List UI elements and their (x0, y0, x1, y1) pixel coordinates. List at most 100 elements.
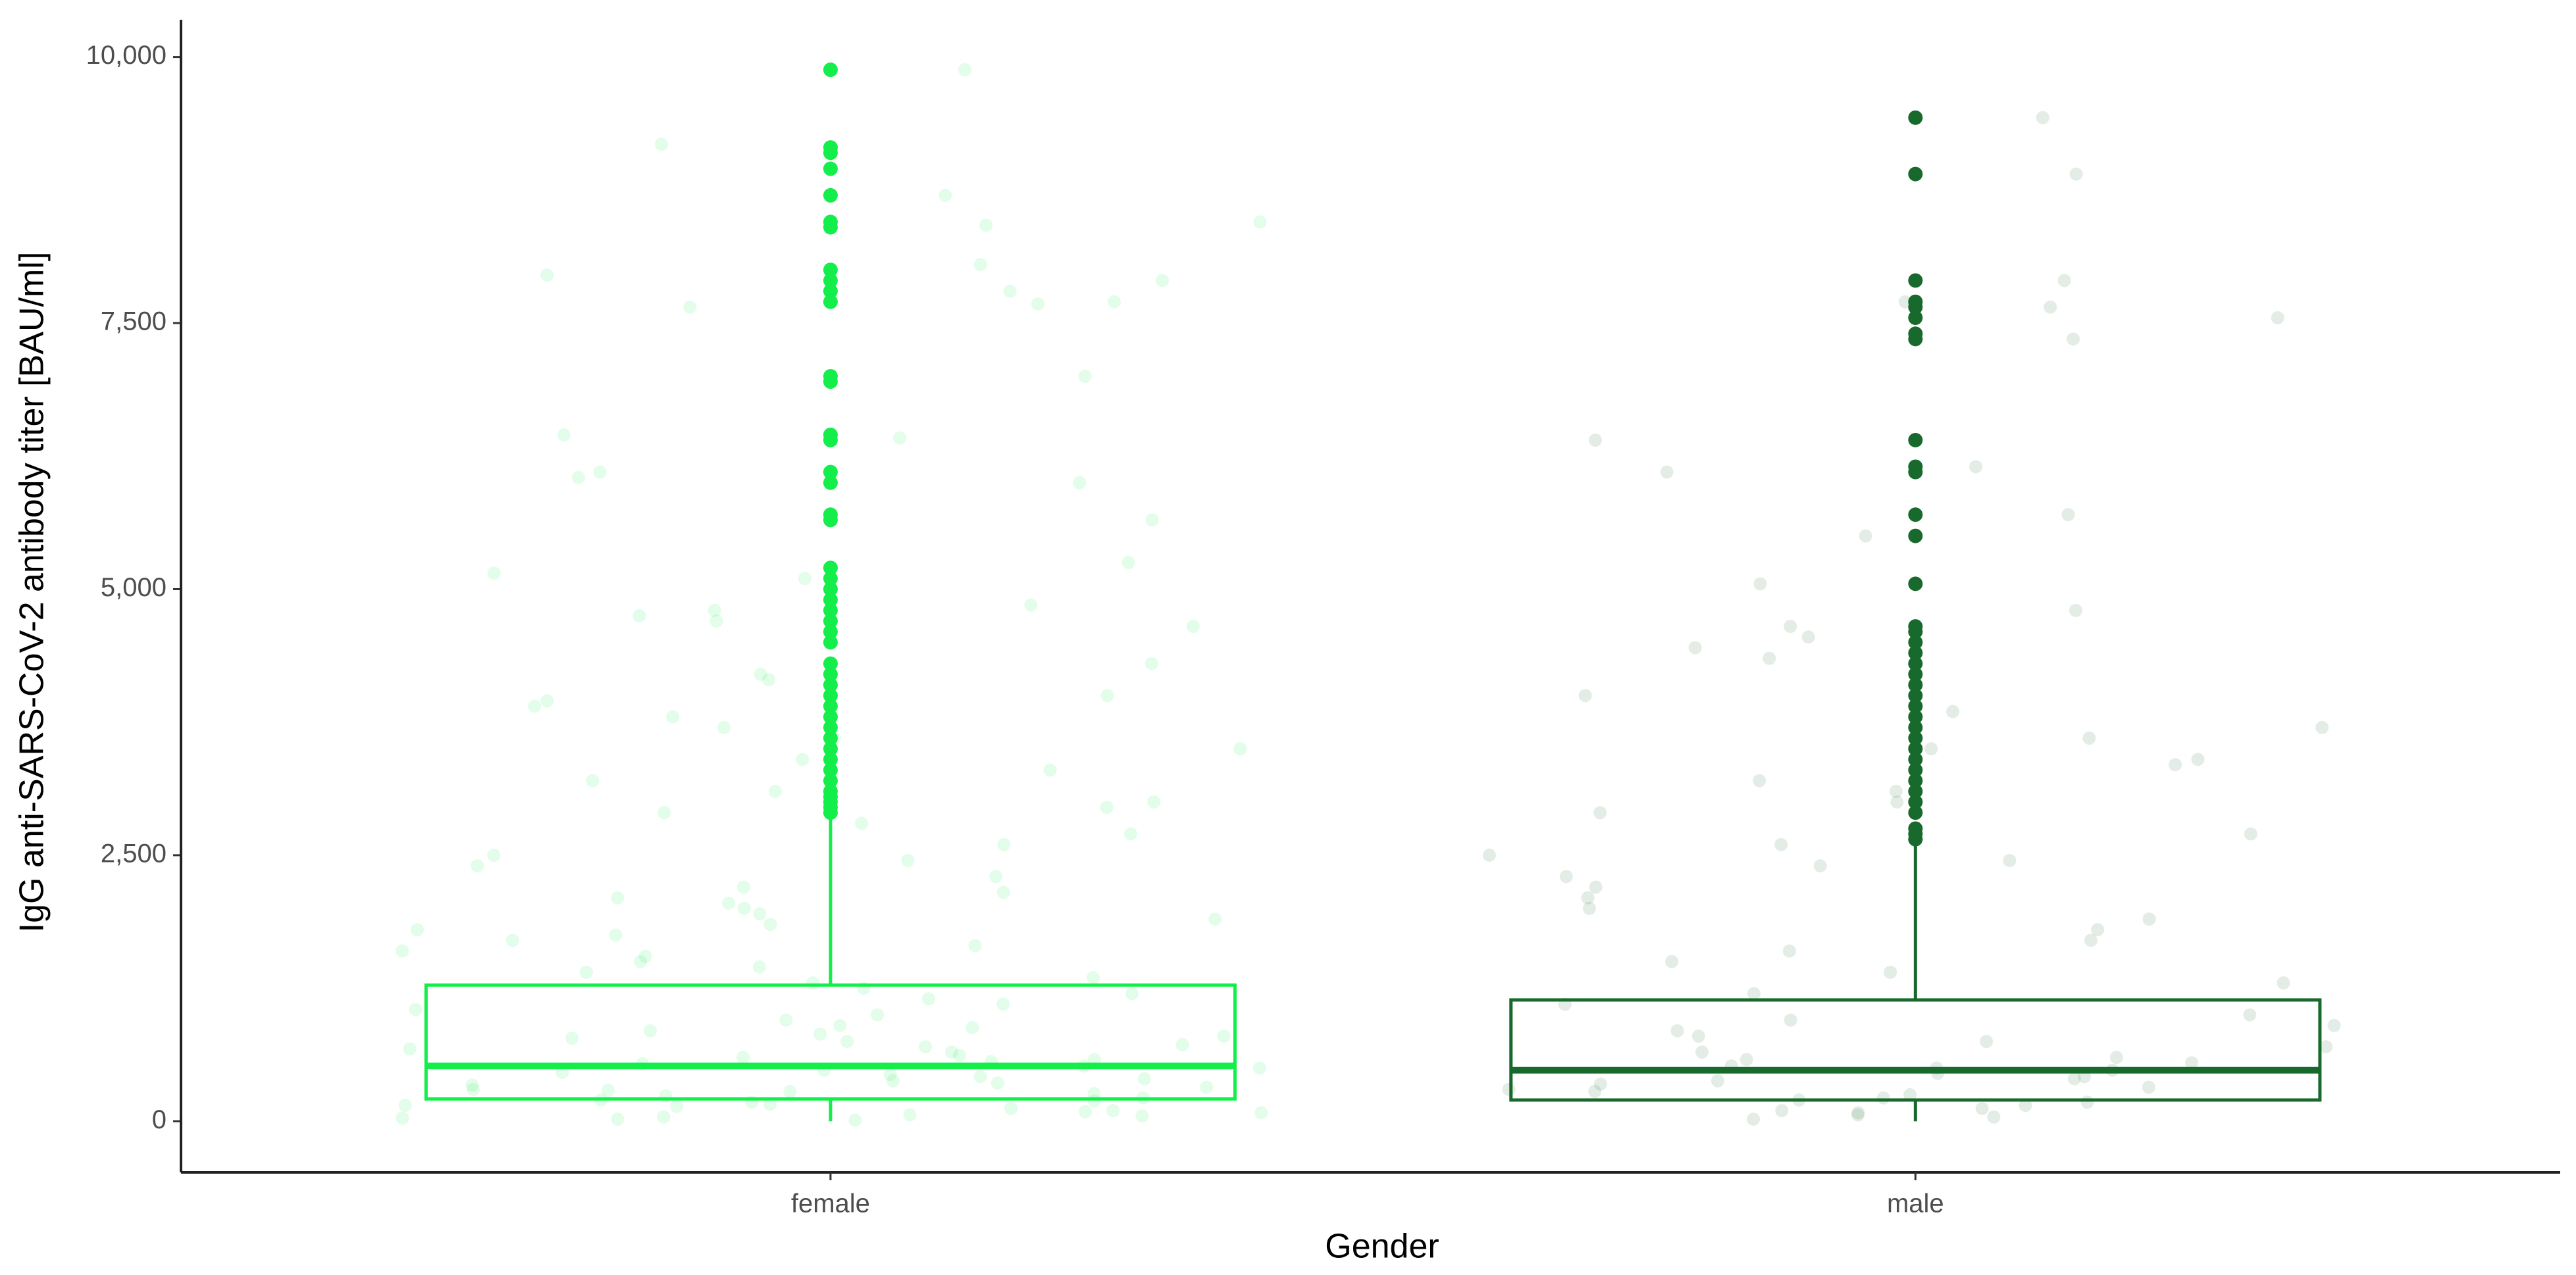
outlier (823, 678, 838, 693)
jitter-point (2277, 976, 2290, 990)
jitter-point (2142, 1080, 2155, 1094)
outlier (823, 624, 838, 639)
jitter-point (966, 1020, 979, 1034)
jitter-point (901, 854, 915, 868)
jitter-point (611, 1112, 625, 1126)
jitter-point (1688, 641, 1702, 655)
jitter-point (1100, 689, 1114, 703)
jitter-point (806, 976, 819, 990)
jitter-point (1024, 598, 1038, 612)
jitter-point (779, 1013, 793, 1027)
jitter-point (2169, 758, 2182, 772)
jitter-point (1589, 880, 1603, 894)
jitter-point (2243, 1008, 2257, 1022)
jitter-point (571, 470, 585, 484)
outlier (823, 762, 838, 778)
jitter-point (892, 431, 906, 445)
jitter-point (1980, 1035, 1994, 1049)
y-tick-label: 0 (152, 1105, 167, 1134)
jitter-point (1774, 838, 1788, 851)
jitter-point (1043, 763, 1057, 777)
outlier (823, 475, 838, 490)
jitter-point (1079, 1105, 1093, 1118)
x-tick-label: female (791, 1189, 870, 1218)
jitter-point (1106, 1104, 1120, 1118)
outlier (823, 571, 838, 586)
jitter-point (1851, 1106, 1865, 1120)
jitter-point (939, 188, 952, 202)
jitter-point (1801, 630, 1815, 644)
jitter-point (1087, 970, 1100, 984)
jitter-point (796, 753, 810, 766)
jitter-point (1125, 987, 1139, 1001)
jitter-point (2271, 311, 2284, 324)
jitter-point (1156, 274, 1170, 288)
jitter-point (2061, 508, 2075, 522)
jitter-point (763, 1097, 777, 1111)
jitter-point (1073, 476, 1087, 489)
jitter-point (1253, 215, 1267, 229)
jitter-point (2084, 934, 2098, 947)
jitter-point (1898, 295, 1912, 309)
jitter-point (1695, 1045, 1709, 1059)
jitter-point (1876, 1091, 1890, 1105)
jitter-point (471, 859, 484, 873)
jitter-point (1739, 1053, 1753, 1066)
outlier (823, 688, 838, 703)
x-tick-label: male (1887, 1189, 1944, 1218)
jitter-point (996, 997, 1010, 1011)
jitter-point (1753, 577, 1767, 591)
jitter-point (1665, 955, 1679, 968)
outlier (1908, 720, 1923, 735)
jitter-point (1987, 1110, 2001, 1124)
outlier (1908, 773, 1923, 788)
jitter-point (487, 848, 501, 862)
outlier (823, 699, 838, 714)
outlier (823, 784, 838, 799)
jitter-point (1208, 912, 1222, 926)
jitter-point (398, 1099, 412, 1112)
jitter-point (1003, 284, 1017, 298)
outlier (1908, 459, 1923, 474)
jitter-point (1670, 1024, 1684, 1038)
jitter-point (736, 1051, 750, 1064)
jitter-point (1031, 297, 1044, 311)
outlier (823, 773, 838, 788)
jitter-point (467, 1082, 480, 1096)
outlier (823, 635, 838, 650)
outlier (1908, 821, 1923, 836)
jitter-point (2319, 1040, 2333, 1054)
jitter-point (609, 928, 623, 942)
jitter-point (1186, 620, 1200, 634)
jitter-point (1559, 870, 1573, 884)
jitter-point (886, 1074, 900, 1088)
jitter-point (854, 816, 868, 830)
jitter-point (666, 710, 680, 724)
outlier (823, 614, 838, 629)
jitter-point (1145, 657, 1158, 670)
jitter-point (1233, 742, 1247, 756)
jitter-point (579, 965, 593, 979)
jitter-point (754, 667, 767, 681)
jitter-point (632, 609, 646, 622)
outlier (823, 592, 838, 607)
jitter-point (1813, 859, 1827, 873)
outlier (1908, 110, 1923, 125)
jitter-point (1147, 795, 1161, 809)
outlier (1908, 656, 1923, 671)
jitter-point (2069, 603, 2082, 617)
jitter-point (1753, 774, 1766, 788)
jitter-point (2082, 731, 2096, 745)
jitter-point (833, 1018, 847, 1032)
jitter-point (968, 939, 982, 953)
jitter-point (1763, 651, 1776, 665)
jitter-point (883, 1068, 897, 1082)
jitter-point (2091, 923, 2105, 937)
outlier (1908, 688, 1923, 703)
outlier (1908, 294, 1923, 309)
jitter-point (586, 774, 600, 788)
box (1509, 998, 2322, 1102)
jitter-point (1691, 1029, 1705, 1043)
jitter-point (2067, 1072, 2081, 1086)
outlier (823, 140, 838, 155)
